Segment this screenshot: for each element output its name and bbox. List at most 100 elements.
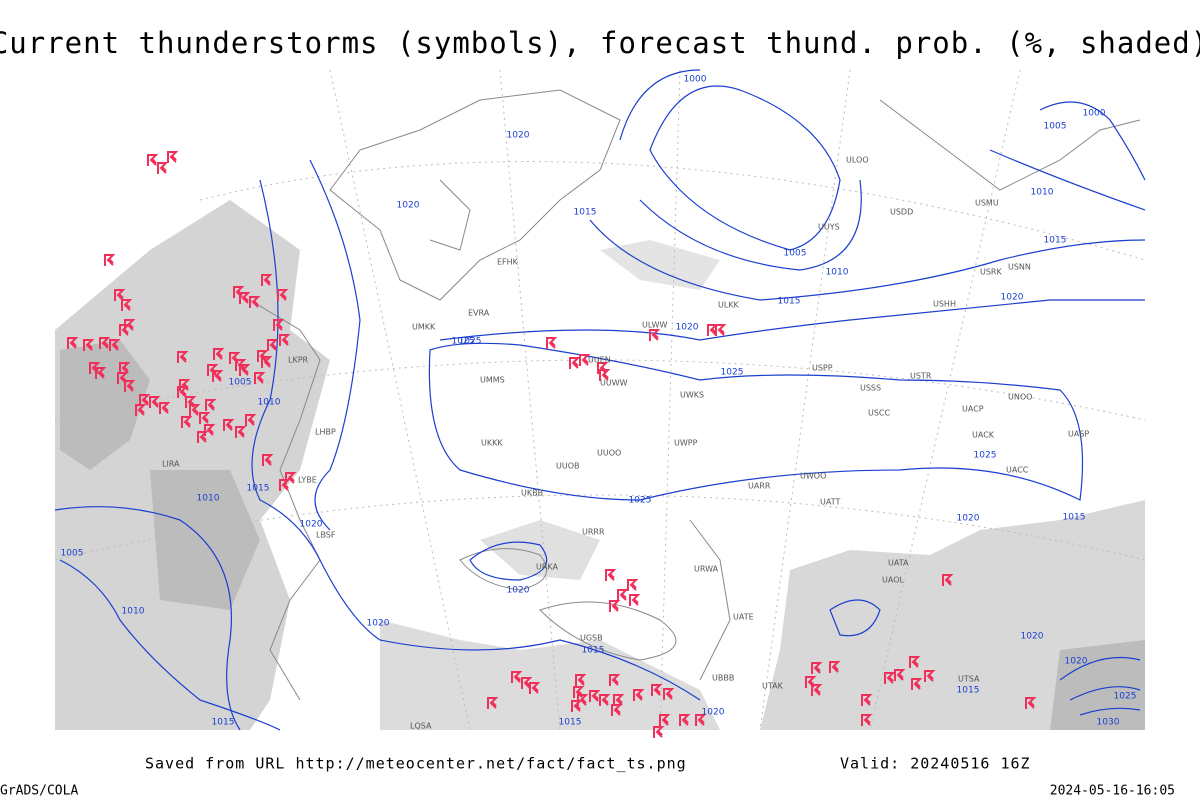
thunderstorm-symbol [605,569,617,581]
isobar-label: 1010 [1031,188,1054,198]
thunderstorm-symbol [262,454,274,466]
isobar-label: 1020 [397,201,420,211]
thunderstorm-symbol [571,700,583,712]
thunderstorm-symbol [285,472,297,484]
graticule [54,69,1146,731]
isobar-label: 1025 [452,337,475,347]
thunderstorm-symbol [629,594,641,606]
thunderstorm-symbol [239,292,251,304]
isobar-label: 1015 [1063,513,1086,523]
station-label: UWKS [680,391,704,400]
thunderstorm-symbol [159,402,171,414]
station-label: UUEN [588,356,611,365]
isobar-label: 1020 [507,586,530,596]
isobar-label: 1010 [122,607,145,617]
station-label: LKPR [288,356,309,365]
station-label: UWOO [800,472,826,481]
thunderstorm-symbol [613,694,625,706]
thunderstorm-symbol [651,684,663,696]
thunderstorm-symbol [273,319,285,331]
thunderstorm-symbol [611,704,623,716]
isobar-label: 1025 [629,496,652,506]
isobar-label: 1020 [957,514,980,524]
source-url: Saved from URL http://meteocenter.net/fa… [145,755,687,773]
isobar-label: 1015 [778,297,801,307]
thunderstorm-symbol [649,329,661,341]
thunderstorm-symbol [569,357,581,369]
thunderstorm-symbol [884,672,896,684]
thunderstorm-symbol [204,424,216,436]
thunderstorm-symbol [223,419,235,431]
station-label: EFHK [497,258,519,267]
station-label: LBSF [316,531,336,540]
station-label: UUWW [600,379,628,388]
thunderstorm-symbol [942,574,954,586]
thunderstorm-symbol [589,690,601,702]
station-label: UARR [748,482,771,491]
thunderstorm-symbol [546,337,558,349]
isobar-label: 1025 [459,337,482,347]
station-label: UATA [888,559,909,568]
credit: GrADS/COLA [0,784,78,799]
thunderstorm-symbol [861,714,873,726]
station-label: UUYS [818,223,840,232]
station-label: UACP [962,405,984,414]
isobar-label: 1025 [721,368,744,378]
thunderstorm-symbol [149,396,161,408]
thunderstorm-symbol [124,319,136,331]
thunderstorm-symbol [249,296,261,308]
thunderstorm-symbol [659,714,671,726]
thunderstorm-symbol [99,337,111,349]
isobar-label: 1010 [197,494,220,504]
thunderstorm-symbol [267,339,279,351]
isobar-label: 1015 [957,686,980,696]
thunderstorm-symbol [124,380,136,392]
thunderstorm-symbol [599,369,611,381]
isobar-label: 1020 [1001,293,1024,303]
station-label: USCC [868,409,891,418]
station-label: UAOL [882,576,904,585]
station-label: UMKK [412,323,436,332]
isobar-label: 1020 [367,619,390,629]
station-label: USDD [890,208,913,217]
thunderstorm-symbol [213,348,225,360]
isobar-labels: 1000102010151020100510101015102010251025… [61,75,1137,728]
thunderstorm-symbol [811,684,823,696]
thunderstorm-symbol [181,416,193,428]
station-label: UKBB [521,489,543,498]
station-label: UBBB [712,674,734,683]
isobar-label: 1015 [247,484,270,494]
isobar-label: 1015 [212,718,235,728]
isobar-label: 1005 [784,249,807,259]
thunderstorm-symbol [653,726,665,738]
isobar-label: 1020 [1021,632,1044,642]
thunderstorm-symbol [254,372,266,384]
valid-time: Valid: 20240516 16Z [840,755,1031,773]
station-label: UNOO [1008,393,1032,402]
thunderstorm-symbol [189,404,201,416]
station-label: LIRA [162,460,180,469]
map-panel: 1000102010151020100510101015102010251025… [54,69,1146,738]
thunderstorm-symbol [197,431,209,443]
shaded-probability [55,200,1145,730]
isobar-label: 1005 [61,549,84,559]
thunderstorm-symbol [177,386,189,398]
thunderstorm-symbol [239,364,251,376]
thunderstorm-symbol [277,289,289,301]
station-label: USSS [860,384,881,393]
station-label: URKA [536,563,559,572]
thunderstorm-symbol [861,694,873,706]
station-label: UMMS [480,376,505,385]
isobars [54,69,1146,731]
station-label: ULOO [846,156,869,165]
isobar-label: 1020 [300,520,323,530]
station-label: UASP [1068,430,1089,439]
thunderstorm-symbol [83,339,95,351]
station-label: UTSA [958,675,980,684]
station-label: UWPP [674,439,698,448]
thunderstorm-symbol [599,694,611,706]
station-label: UACK [972,431,995,440]
thunderstorm-symbol [95,367,107,379]
